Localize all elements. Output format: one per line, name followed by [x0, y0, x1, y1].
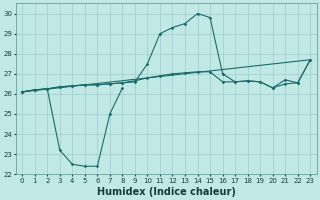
X-axis label: Humidex (Indice chaleur): Humidex (Indice chaleur): [97, 187, 236, 197]
